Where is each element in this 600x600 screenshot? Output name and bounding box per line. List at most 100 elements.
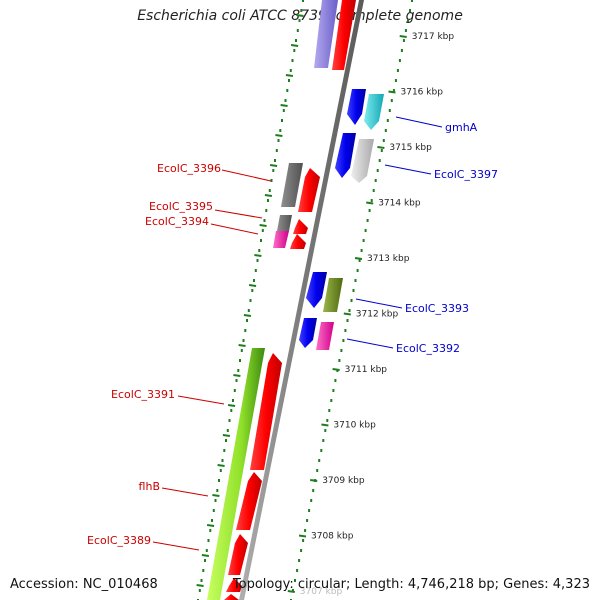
gene-arrow-red-small-2[interactable]: [224, 594, 239, 600]
guide-dot: [366, 219, 369, 222]
guide-dot: [340, 349, 343, 352]
accession-text: Accession: NC_010468: [10, 577, 158, 592]
guide-dot: [288, 79, 290, 82]
major-tick: [343, 312, 351, 316]
minor-tick: [259, 224, 267, 227]
gene-arrow-blue-1[interactable]: [347, 89, 366, 125]
guide-dot: [251, 289, 254, 292]
gene-arrow-red-3391[interactable]: [250, 353, 282, 470]
guide-dot: [354, 279, 357, 282]
guide-dot: [274, 159, 276, 162]
minor-tick: [243, 314, 252, 317]
guide-dot: [300, 549, 303, 552]
gene-label[interactable]: flhB: [139, 480, 160, 493]
guide-dot: [226, 429, 229, 432]
guide-dot: [348, 309, 351, 312]
gene-arrow-EcolC_3394[interactable]: [273, 231, 289, 248]
guide-dot: [407, 19, 409, 22]
genome-backbone: [239, 0, 364, 600]
guide-dot: [384, 129, 387, 132]
gene-label[interactable]: EcolC_3389: [87, 534, 151, 547]
gene-arrow-red-small-1[interactable]: [226, 578, 242, 592]
guide-dot: [202, 569, 205, 572]
gene-arrow-red-top[interactable]: [332, 0, 356, 70]
gene-label[interactable]: gmhA: [445, 121, 478, 134]
gene-label[interactable]: EcolC_3394: [145, 215, 209, 228]
guide-dot: [328, 409, 331, 412]
guide-dot: [261, 229, 264, 232]
gene-track: [207, 0, 384, 600]
gene-arrow-EcolC_3393[interactable]: [323, 278, 343, 312]
minor-tick: [280, 104, 288, 107]
gene-arrow-red-3389[interactable]: [228, 534, 248, 575]
guide-dot: [398, 59, 401, 62]
gene-label[interactable]: EcolC_3392: [396, 342, 460, 355]
gene-arrow-blue-2[interactable]: [335, 133, 356, 178]
guide-dot: [334, 379, 337, 382]
guide-dot: [209, 529, 212, 532]
minor-tick: [290, 44, 299, 47]
guide-dot: [270, 179, 273, 182]
guide-dot: [214, 499, 217, 502]
guide-dot: [330, 399, 333, 402]
gene-arrow-red-3394[interactable]: [290, 234, 306, 249]
guide-dot: [376, 169, 379, 172]
guide-dot: [225, 439, 227, 442]
gene-arrow-lavender-top[interactable]: [314, 0, 338, 68]
guide-dot: [267, 199, 269, 202]
major-tick: [310, 479, 318, 482]
guide-dot: [242, 339, 245, 342]
guide-dot: [216, 489, 219, 492]
guide-dot: [277, 139, 280, 142]
guide-dot: [346, 319, 349, 322]
minor-tick: [238, 344, 246, 347]
guide-dot: [350, 299, 353, 302]
guide-dot: [298, 19, 301, 22]
gene-label[interactable]: EcolC_3397: [434, 168, 498, 181]
gene-arrow-red-3396[interactable]: [298, 168, 320, 212]
ruler-label: 3708 kbp: [311, 532, 354, 542]
guide-dot: [268, 189, 271, 192]
guide-lines: [196, 0, 413, 600]
guide-dot: [293, 49, 296, 52]
guide-dot: [233, 389, 236, 392]
guide-dot: [402, 39, 405, 42]
minor-tick: [269, 164, 278, 167]
guide-dot: [279, 129, 282, 132]
ruler-label: 3717 kbp: [412, 32, 455, 42]
gene-arrow-EcolC_3397[interactable]: [351, 139, 374, 183]
minor-tick: [296, 14, 304, 17]
ruler-label: 3712 kbp: [356, 310, 399, 320]
gene-arrow-EcolC_3396[interactable]: [281, 163, 303, 207]
gene-arrow-blue-4[interactable]: [299, 318, 317, 348]
gene-label[interactable]: EcolC_3395: [149, 200, 213, 213]
guide-dot: [282, 109, 285, 112]
guide-dot: [382, 139, 385, 142]
minor-tick: [217, 464, 225, 467]
gene-arrow-EcolC_3392[interactable]: [316, 322, 334, 350]
ruler-label: 3711 kbp: [345, 365, 388, 375]
gene-arrow-red-3395[interactable]: [293, 219, 308, 234]
gene-label[interactable]: EcolC_3393: [405, 302, 469, 315]
gene-arrow-gmhA[interactable]: [364, 94, 384, 130]
gene-label[interactable]: EcolC_3396: [157, 162, 221, 175]
gene-label[interactable]: EcolC_3391: [111, 388, 175, 401]
minor-tick: [285, 74, 294, 77]
gene-arrow-EcolC_3395[interactable]: [277, 215, 292, 231]
topology-text: Topology: circular; Length: 4,746,218 bp…: [232, 577, 590, 592]
guide-dot: [318, 459, 321, 462]
minor-tick: [233, 374, 241, 377]
guide-dot: [244, 329, 247, 332]
gene-arrow-EcolC_3391[interactable]: [207, 348, 265, 600]
major-tick: [321, 423, 329, 427]
guide-dot: [294, 579, 296, 582]
gene-arrow-blue-3[interactable]: [306, 272, 327, 308]
guide-dot: [239, 359, 241, 362]
guide-dot: [320, 449, 323, 452]
gene-arrow-red-flhB[interactable]: [236, 472, 262, 530]
label-leaders: [152, 116, 443, 551]
major-tick: [354, 257, 363, 260]
major-tick: [388, 90, 396, 94]
major-tick: [332, 368, 340, 371]
